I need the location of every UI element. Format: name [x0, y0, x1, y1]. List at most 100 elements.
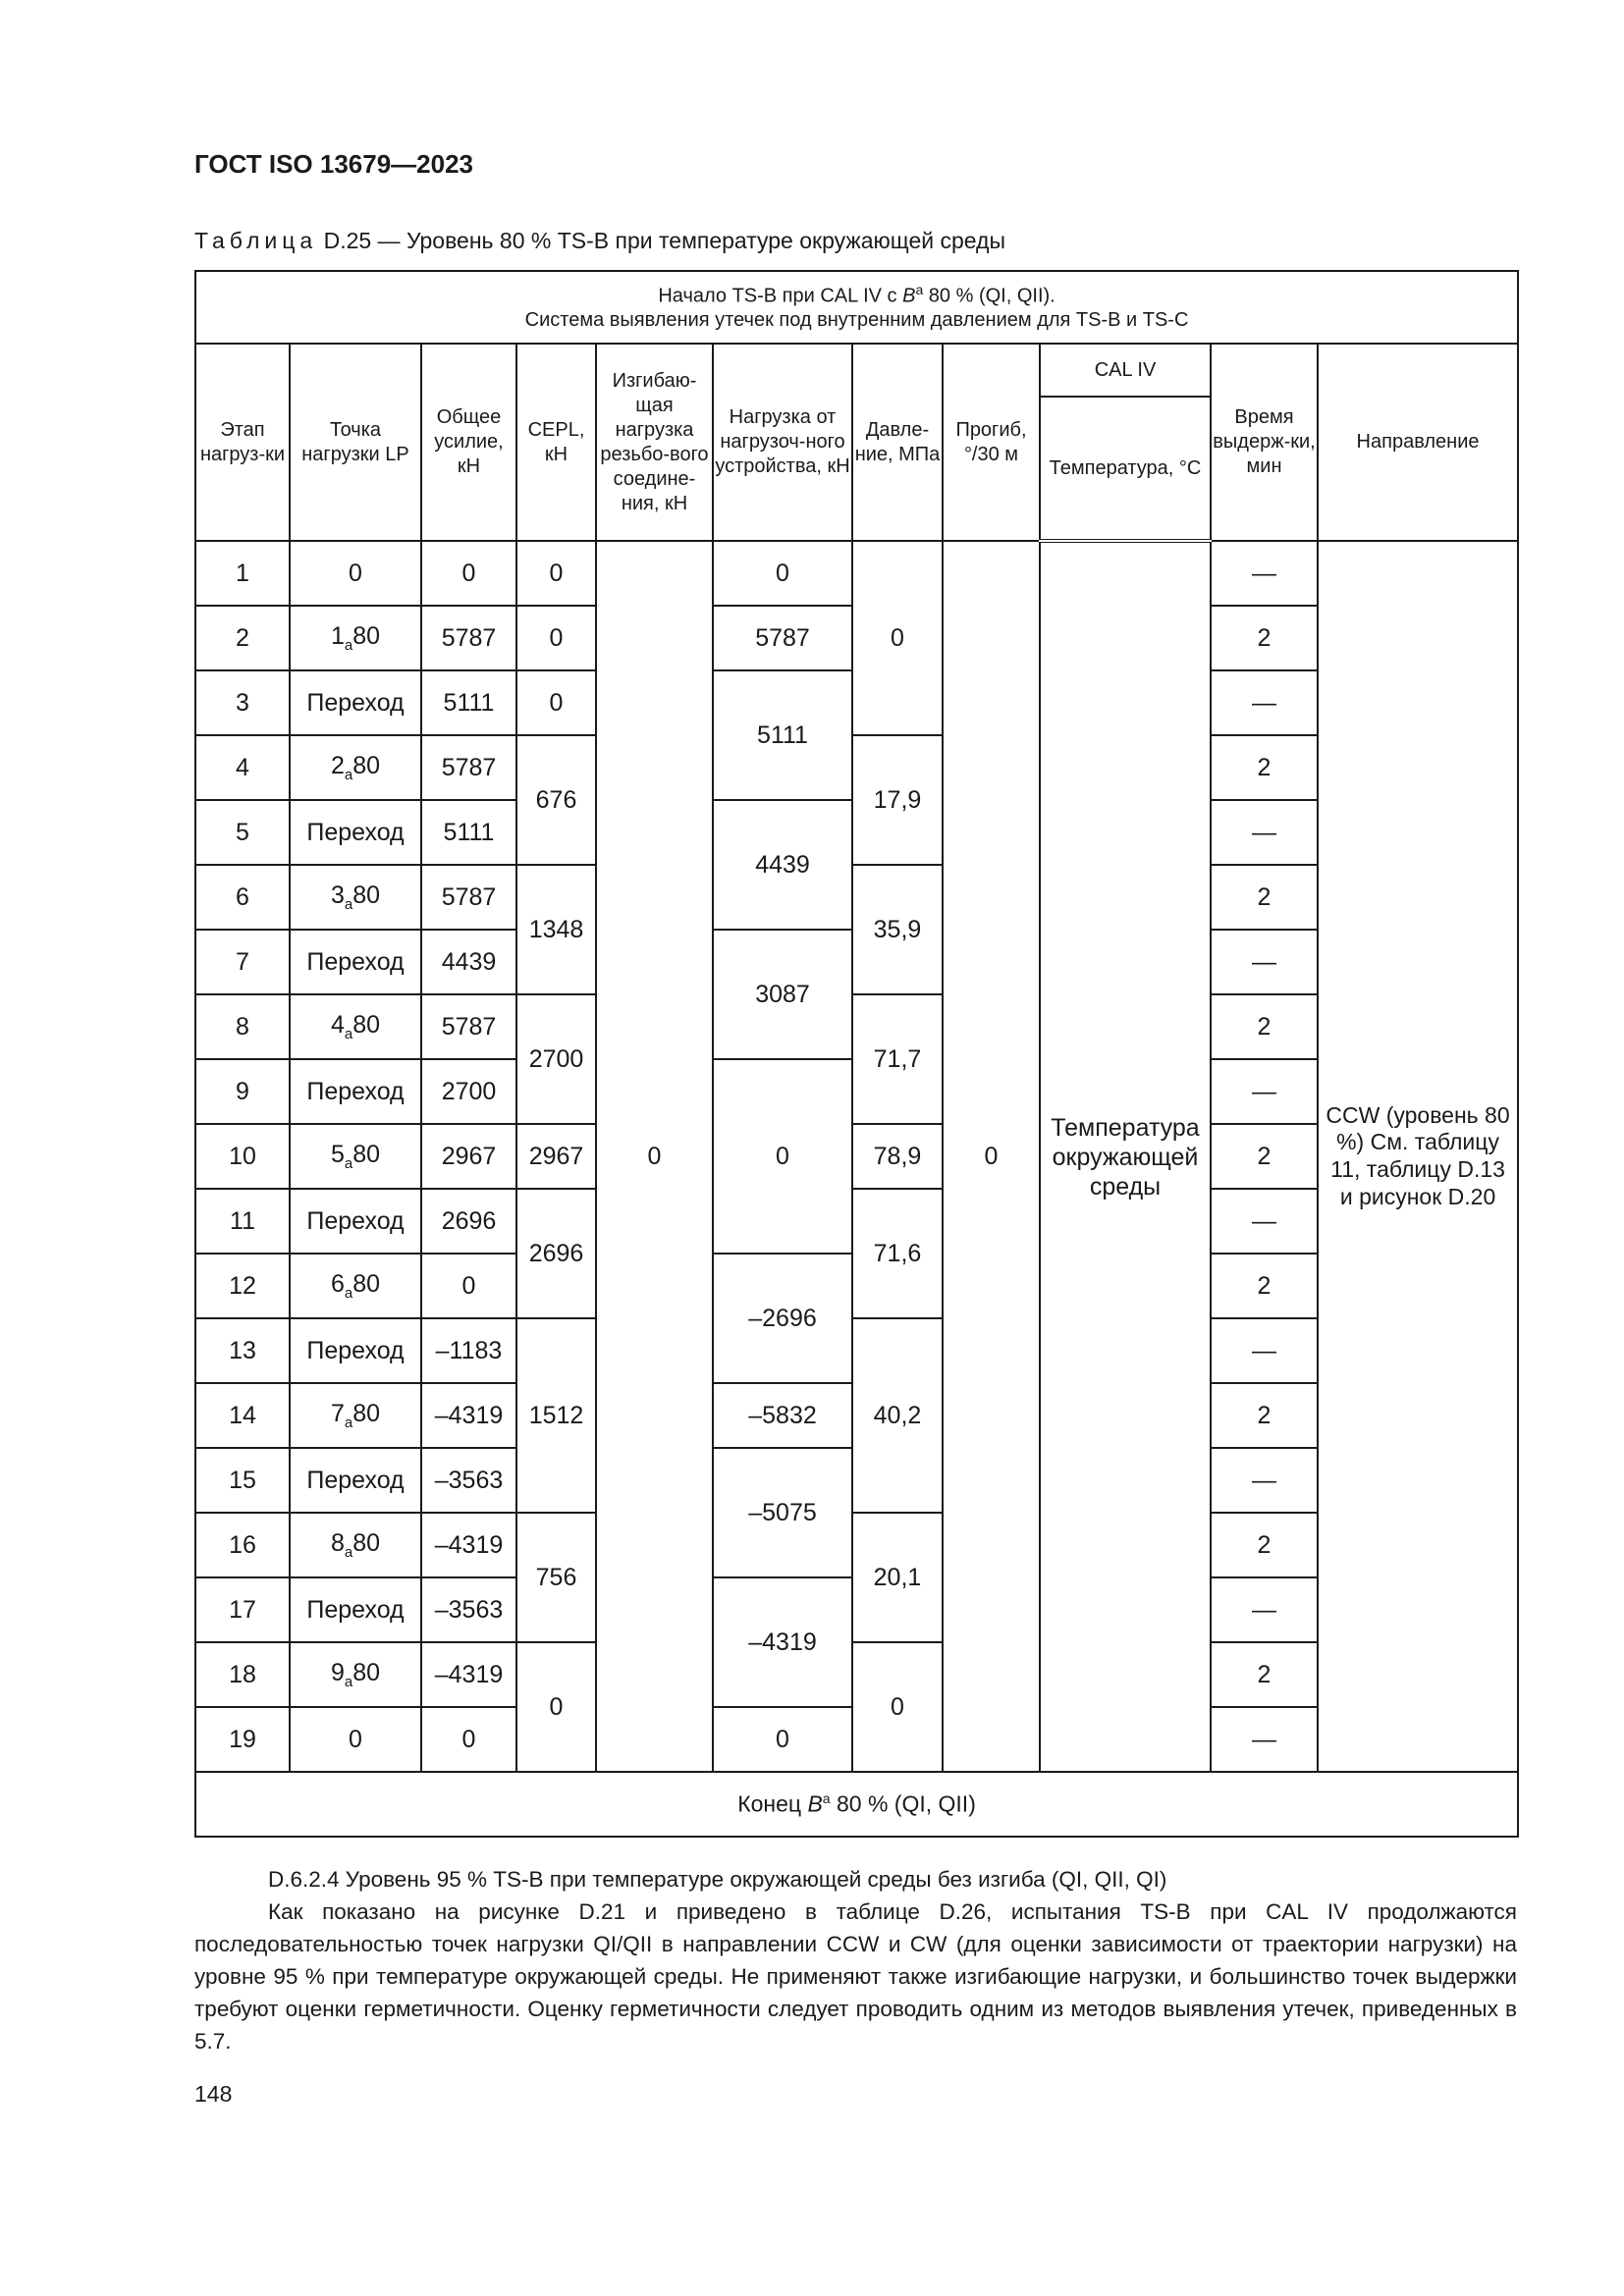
- temperature-cell: Температура окружающей среды: [1039, 540, 1212, 1773]
- table-row: 1 0 0 0 0 0 0 0 Температура окружающей среды — CCW…: [194, 540, 1520, 1773]
- total-cell: 5787: [420, 605, 517, 671]
- device-cell: –5832: [712, 1382, 853, 1449]
- table-row: 8 4a80 5787 2700 71,7 2: [194, 993, 1518, 1125]
- point-level: 80: [352, 1529, 381, 1557]
- stage-cell: 1: [194, 540, 291, 607]
- total-cell: –4319: [420, 1641, 517, 1708]
- total-cell: 5787: [420, 734, 517, 801]
- stage-cell: 18: [194, 1641, 291, 1708]
- hold-cell: 2: [1210, 993, 1319, 1060]
- stage-cell: 6: [194, 864, 291, 931]
- total-cell: –4319: [420, 1382, 517, 1449]
- point-cell: Переход: [289, 929, 422, 995]
- point-level: 80: [352, 1141, 381, 1168]
- device-cell: 5111: [712, 669, 853, 801]
- table-row: 3 Переход 5111 0 5111—: [194, 669, 1518, 801]
- point-cell: 7a80: [289, 1382, 422, 1449]
- table-row: 17 Переход –3563 –4319—: [194, 1576, 1518, 1708]
- pressure-cell: 71,6: [851, 1188, 944, 1319]
- stage-cell: 14: [194, 1382, 291, 1449]
- point-level: 80: [352, 1270, 381, 1298]
- point-level: 80: [352, 752, 381, 779]
- point-cell: Переход: [289, 799, 422, 866]
- total-cell: 5787: [420, 864, 517, 931]
- title-text-end: 80 % (QI, QII).: [923, 285, 1056, 307]
- point-level: 80: [352, 881, 381, 909]
- table-row: 14 7a80 –4319 –5832 2: [194, 1382, 1518, 1449]
- stage-cell: 2: [194, 605, 291, 671]
- header-bending: Изгибаю-щая нагрузка резьбо-вого соедине…: [595, 343, 714, 542]
- header-pressure: Давле-ние, МПа: [851, 343, 944, 542]
- pressure-cell: 78,9: [851, 1123, 944, 1190]
- header-cal: CAL IV: [1039, 343, 1212, 398]
- point-cell: 1a80: [289, 605, 422, 671]
- hold-cell: 2: [1210, 1253, 1319, 1319]
- cepl-cell: 2696: [515, 1188, 597, 1319]
- hold-cell: —: [1210, 540, 1319, 607]
- section-body: Как показано на рисунке D.21 и приведено…: [194, 1899, 1517, 2054]
- total-cell: 5111: [420, 669, 517, 736]
- stage-cell: 11: [194, 1188, 291, 1255]
- stage-cell: 19: [194, 1706, 291, 1773]
- point-sub: a: [344, 1415, 353, 1431]
- pressure-cell: 35,9: [851, 864, 944, 995]
- stage-cell: 12: [194, 1253, 291, 1319]
- title-sup: a: [915, 281, 924, 297]
- pressure-cell: 40,2: [851, 1317, 944, 1514]
- hold-cell: —: [1210, 1447, 1319, 1514]
- total-cell: 2967: [420, 1123, 517, 1190]
- pressure-cell: 0: [851, 1641, 944, 1773]
- section-heading: D.6.2.4 Уровень 95 % TS-B при температур…: [268, 1867, 1167, 1892]
- standard-header: ГОСТ ISO 13679—2023: [194, 149, 474, 179]
- total-cell: –4319: [420, 1512, 517, 1578]
- end-text-tail: 80 % (QI, QII): [830, 1790, 976, 1817]
- hold-cell: 2: [1210, 1641, 1319, 1708]
- table-row: 7 Переход 4439 3087 —: [194, 929, 1518, 1060]
- end-b: B: [807, 1790, 823, 1817]
- bending-cell: 0: [595, 540, 714, 1773]
- stage-cell: 13: [194, 1317, 291, 1384]
- hold-cell: —: [1210, 799, 1319, 866]
- stage-cell: 7: [194, 929, 291, 995]
- header-device: Нагрузка от нагрузоч-ного устройства, кН: [712, 343, 853, 542]
- total-cell: 0: [420, 540, 517, 607]
- cepl-cell: 676: [515, 734, 597, 866]
- point-cell: 0: [289, 540, 422, 607]
- cepl-cell: 0: [515, 669, 597, 736]
- stage-cell: 8: [194, 993, 291, 1060]
- point-sub: a: [344, 767, 353, 783]
- device-cell: –5075: [712, 1447, 853, 1578]
- table-row: 5 Переход 5111 4439 —: [194, 799, 1518, 931]
- page-number: 148: [194, 2081, 233, 2107]
- point-level: 80: [352, 622, 381, 650]
- table-title-cell: Начало TS-B при CAL IV с Ba 80 % (QI, QI…: [193, 270, 1520, 345]
- deflection-cell: 0: [942, 540, 1041, 1773]
- point-sub: a: [344, 637, 353, 654]
- point-cell: 0: [289, 1706, 422, 1773]
- table-row: 13 Переход –1183 1512 40,2—: [194, 1317, 1518, 1514]
- table-row: 11 Переход 2696 2696 71,6—: [194, 1188, 1518, 1319]
- total-cell: 0: [420, 1253, 517, 1319]
- point-cell: Переход: [289, 1058, 422, 1125]
- total-cell: 5111: [420, 799, 517, 866]
- hold-cell: —: [1210, 669, 1319, 736]
- caption-label: Таблица: [194, 228, 318, 253]
- title-text: Начало TS-B при CAL IV с: [658, 285, 903, 307]
- table-row: 16 8a80 –4319 756 20,1 2: [194, 1512, 1518, 1643]
- point-sub: a: [344, 1544, 353, 1561]
- stage-cell: 16: [194, 1512, 291, 1578]
- hold-cell: 2: [1210, 1382, 1319, 1449]
- end-text: Конец: [737, 1790, 808, 1817]
- hold-cell: 2: [1210, 864, 1319, 931]
- direction-cell: CCW (уровень 80 %) См. таблицу 11, табли…: [1316, 540, 1520, 1773]
- point-sub: a: [344, 1155, 353, 1172]
- device-cell: –2696: [712, 1253, 853, 1384]
- total-cell: 0: [420, 1706, 517, 1773]
- hold-cell: —: [1210, 929, 1319, 995]
- hold-cell: 2: [1210, 605, 1319, 671]
- point-level: 80: [352, 1400, 381, 1427]
- stage-cell: 3: [194, 669, 291, 736]
- point-number: 8: [330, 1529, 345, 1557]
- title-b: B: [902, 285, 916, 307]
- point-number: 2: [330, 752, 345, 779]
